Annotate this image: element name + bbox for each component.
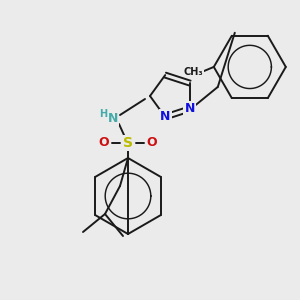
Text: H: H	[99, 109, 107, 119]
Text: N: N	[160, 110, 170, 123]
Text: N: N	[184, 102, 195, 116]
Text: CH₃: CH₃	[184, 67, 204, 77]
Text: O: O	[147, 136, 157, 149]
Text: O: O	[99, 136, 109, 149]
Text: N: N	[108, 112, 118, 124]
Text: S: S	[123, 136, 133, 150]
